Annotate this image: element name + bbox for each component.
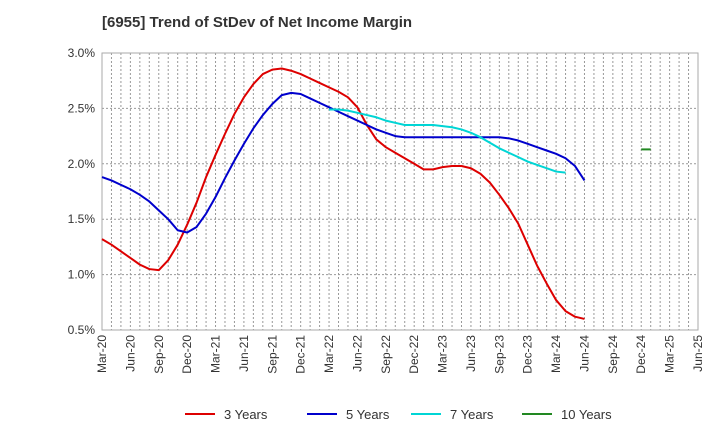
x-tick-label: Sep-22 xyxy=(379,335,393,374)
series-line-7-years xyxy=(329,108,566,174)
x-tick-label: Mar-23 xyxy=(436,335,450,373)
legend: 3 Years 5 Years 7 Years 10 Years xyxy=(185,407,612,422)
y-tick-label: 2.5% xyxy=(68,101,96,115)
x-tick-label: Sep-21 xyxy=(265,335,279,374)
x-tick-label: Jun-22 xyxy=(350,335,364,372)
y-tick-label: 1.5% xyxy=(68,212,96,226)
chart-title: [6955] Trend of StDev of Net Income Marg… xyxy=(102,14,413,31)
y-tick-label: 3.0% xyxy=(68,46,96,60)
x-tick-label: Mar-25 xyxy=(663,335,677,373)
x-tick-label: Jun-25 xyxy=(691,335,705,372)
x-tick-label: Mar-22 xyxy=(322,335,336,373)
y-axis-ticks: 0.5% 1.0% 1.5% 2.0% 2.5% 3.0% xyxy=(68,46,96,337)
series-line-3-years xyxy=(101,67,585,320)
series-lines xyxy=(101,67,651,320)
legend-label: 7 Years xyxy=(450,407,494,422)
x-tick-label: Sep-24 xyxy=(606,335,620,374)
x-tick-label: Dec-23 xyxy=(521,335,535,374)
x-tick-label: Dec-20 xyxy=(180,335,194,374)
grid xyxy=(102,53,698,330)
y-tick-label: 1.0% xyxy=(68,268,96,282)
legend-label: 5 Years xyxy=(346,407,390,422)
x-tick-label: Mar-24 xyxy=(549,335,563,373)
x-tick-label: Dec-22 xyxy=(407,335,421,374)
x-tick-label: Mar-20 xyxy=(95,335,109,373)
x-tick-label: Dec-24 xyxy=(634,335,648,374)
x-tick-label: Jun-23 xyxy=(464,335,478,372)
x-tick-label: Jun-24 xyxy=(577,335,591,372)
legend-label: 10 Years xyxy=(561,407,612,422)
series-line-5-years xyxy=(101,91,586,234)
x-tick-label: Jun-20 xyxy=(123,335,137,372)
x-axis-ticks: Mar-20 Jun-20 Sep-20 Dec-20 Mar-21 Jun-21 Sep-… xyxy=(95,335,705,374)
x-tick-label: Sep-20 xyxy=(152,335,166,374)
x-tick-label: Mar-21 xyxy=(209,335,223,373)
y-tick-label: 2.0% xyxy=(68,157,96,171)
plot-area xyxy=(101,52,699,331)
x-tick-label: Dec-21 xyxy=(294,335,308,374)
legend-label: 3 Years xyxy=(224,407,268,422)
x-tick-label: Sep-23 xyxy=(492,335,506,374)
x-tick-label: Jun-21 xyxy=(237,335,251,372)
y-tick-label: 0.5% xyxy=(68,323,96,337)
